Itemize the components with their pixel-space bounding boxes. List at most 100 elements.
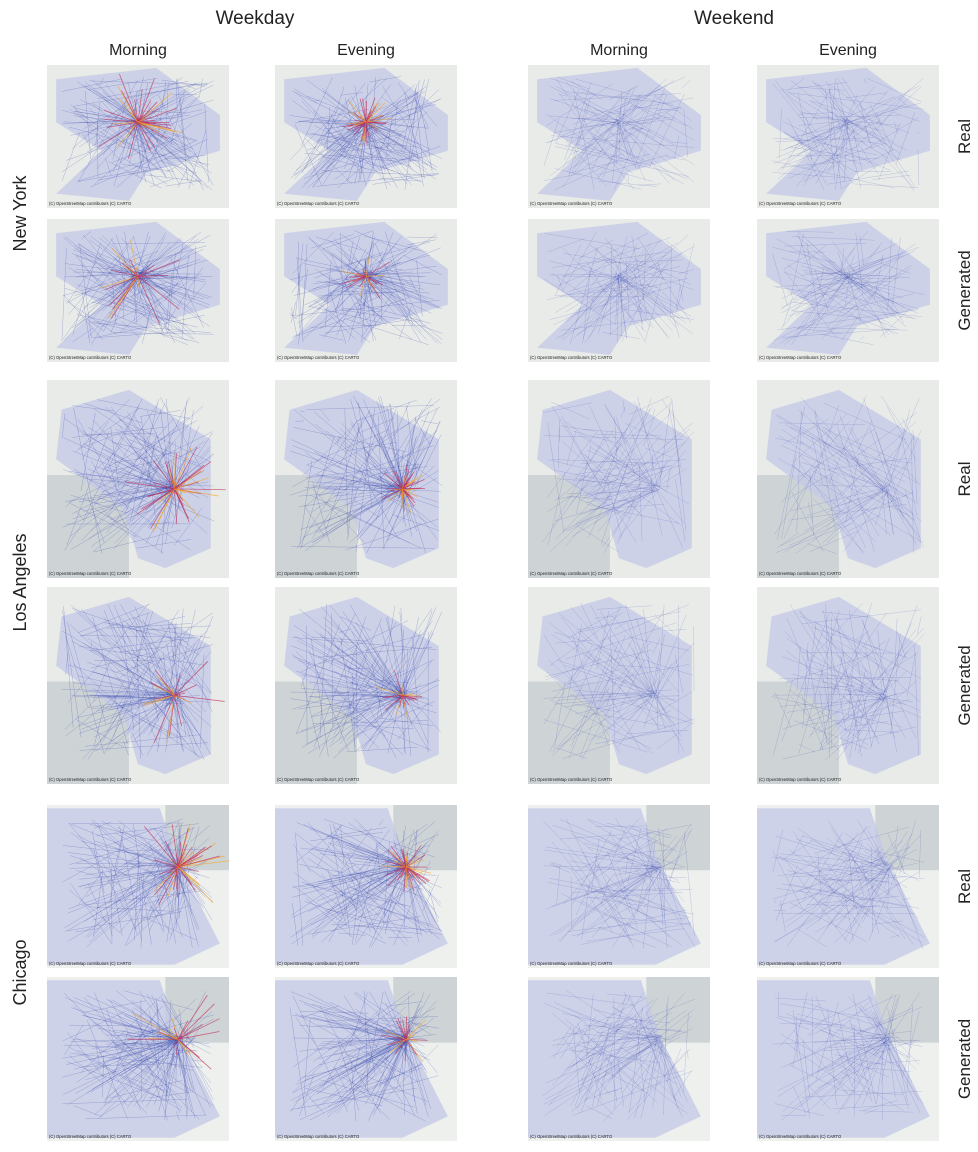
hotspot-trajectory [137, 276, 160, 325]
trajectory [617, 490, 659, 540]
trajectory [139, 90, 186, 183]
trajectory [836, 126, 889, 159]
trajectory [772, 137, 803, 141]
trajectory [141, 271, 180, 281]
trajectory [336, 660, 405, 697]
trajectory [102, 482, 165, 496]
trajectory [120, 1030, 182, 1044]
trajectory [87, 694, 178, 709]
trajectory [135, 119, 155, 185]
trajectory [291, 546, 435, 549]
trajectory [572, 1015, 597, 1054]
trajectory [171, 461, 204, 486]
trajectory [584, 892, 683, 899]
trajectory [93, 96, 199, 186]
trajectory [813, 254, 899, 280]
trajectory [857, 819, 886, 867]
trajectory [301, 100, 359, 165]
trajectory [351, 259, 393, 323]
trajectory [133, 414, 177, 490]
trajectory [110, 249, 204, 290]
trajectory [103, 616, 173, 697]
trajectory [802, 165, 835, 183]
map-panel: (C) OpenStreetMap contributors (C) CARTO [275, 805, 457, 968]
trajectory [594, 615, 616, 619]
trajectory [591, 89, 631, 170]
trajectory [609, 85, 640, 101]
trajectory [64, 236, 181, 331]
trajectory [845, 878, 889, 915]
trajectory [840, 248, 845, 279]
trajectory [88, 906, 171, 912]
trajectory [657, 486, 690, 505]
trajectory [71, 822, 184, 824]
trajectory [190, 825, 211, 842]
hotspot-trajectory [402, 488, 412, 493]
trajectory [556, 693, 655, 701]
trajectory [110, 238, 136, 279]
trajectory [128, 667, 188, 709]
trajectory [784, 859, 848, 943]
trajectory [94, 509, 115, 521]
trajectory [586, 928, 685, 942]
trajectory [74, 1041, 181, 1070]
trajectory [81, 291, 90, 343]
trajectory [886, 834, 922, 871]
trajectory [126, 876, 198, 946]
trajectory [362, 122, 374, 134]
trajectory [390, 403, 403, 488]
trajectory [884, 691, 908, 698]
trajectory [816, 1040, 892, 1073]
trajectory [349, 992, 368, 1047]
trajectory [77, 675, 173, 699]
trajectory [652, 408, 655, 417]
trajectory [165, 489, 174, 544]
trajectory [312, 132, 353, 189]
trajectory [871, 691, 882, 723]
trajectory [177, 696, 183, 705]
trajectory [845, 121, 883, 132]
trajectory [795, 290, 828, 333]
trajectory [408, 275, 420, 298]
trajectory [558, 866, 642, 942]
trajectory [844, 894, 854, 941]
trajectory [655, 694, 694, 723]
trajectory [812, 117, 848, 121]
trajectory [294, 409, 438, 528]
trajectory [788, 92, 924, 110]
trajectory [871, 847, 873, 933]
trajectory [593, 891, 620, 895]
trajectory [801, 685, 856, 689]
map-panel: (C) OpenStreetMap contributors (C) CARTO [275, 977, 457, 1141]
row-label: Generated [955, 250, 974, 330]
trajectory [577, 1057, 645, 1092]
trajectory [595, 434, 660, 436]
trajectory [175, 609, 196, 698]
trajectory [357, 488, 402, 541]
trajectory [115, 1014, 215, 1043]
trajectory [656, 695, 680, 697]
trajectory [600, 610, 652, 698]
trajectory [792, 1010, 810, 1119]
trajectory [355, 647, 358, 739]
trajectory [612, 870, 658, 898]
trajectory [607, 153, 625, 158]
hotspot-trajectory [352, 275, 367, 283]
map-attribution: (C) OpenStreetMap contributors (C) CARTO [759, 355, 842, 360]
hotspot-trajectory [114, 275, 139, 310]
trajectory [555, 866, 657, 936]
trajectory [615, 489, 659, 516]
trajectory [883, 650, 908, 694]
trajectory [136, 121, 165, 166]
trajectory [91, 821, 157, 878]
hotspot-trajectory [390, 845, 407, 868]
trajectory [134, 852, 140, 941]
trajectory [80, 612, 151, 637]
land-region [537, 596, 692, 775]
trajectory [550, 98, 653, 132]
trajectory [307, 992, 427, 1056]
trajectory [371, 1044, 439, 1114]
trajectory [360, 647, 433, 654]
trajectory [640, 1037, 661, 1119]
trajectory [301, 691, 400, 748]
